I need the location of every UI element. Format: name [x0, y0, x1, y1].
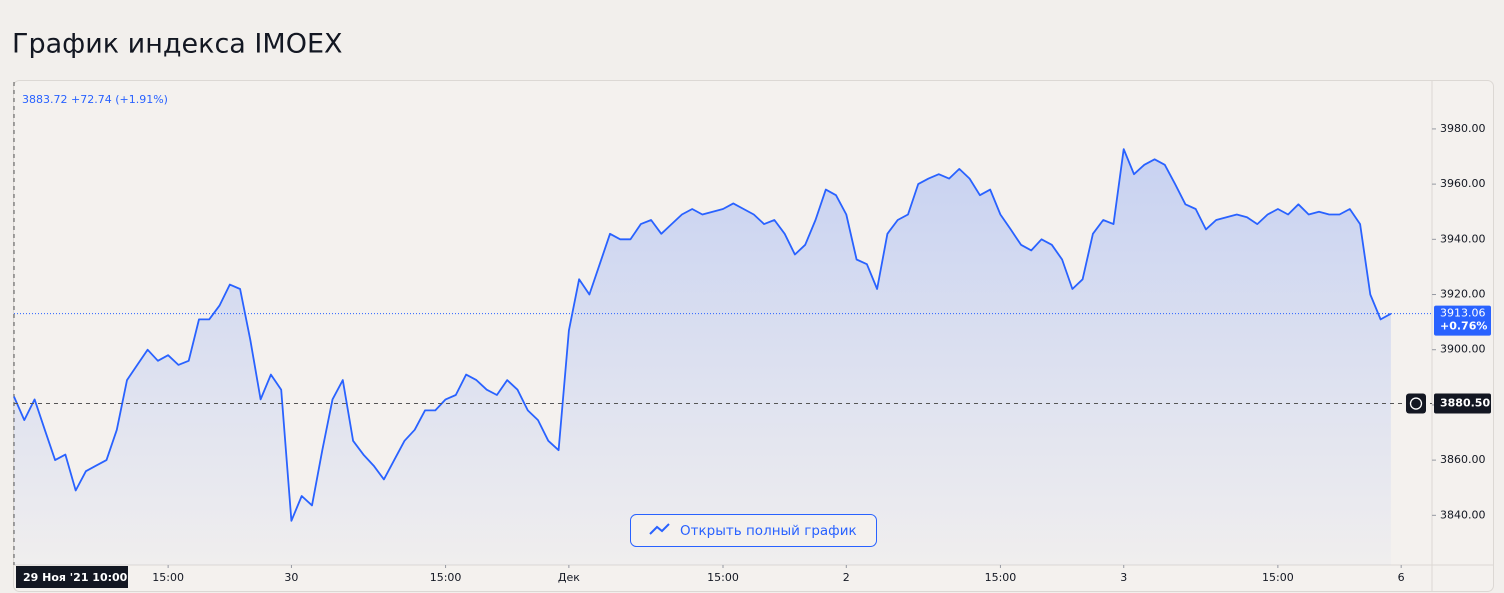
y-tick-label: 3940.00	[1440, 232, 1486, 245]
x-tick-label: 29 Ноя '21 10:00	[23, 571, 128, 584]
button-frame[interactable]	[630, 514, 877, 547]
prev-close-box	[1434, 393, 1491, 414]
x-tick-label: 15:00	[152, 571, 184, 584]
y-tick-label: 3900.00	[1440, 343, 1486, 356]
last-price-label: 3913.06	[1440, 307, 1486, 320]
last-price-box	[1434, 305, 1491, 336]
open-full-chart-button[interactable]: Открыть полный график	[630, 514, 877, 547]
prev-close-icon-box	[1406, 393, 1426, 414]
y-tick-label: 3980.00	[1440, 122, 1486, 135]
y-tick-label: 3920.00	[1440, 288, 1486, 301]
y-tick-label: 3960.00	[1440, 177, 1486, 190]
x-tick-label: 15:00	[985, 571, 1017, 584]
plot: 3840.003860.003880.003900.003920.003940.…	[13, 82, 1491, 588]
crosshair-time-box	[16, 566, 128, 588]
x-tick-label: 6	[1398, 571, 1405, 584]
x-tick-label: 30	[284, 571, 298, 584]
area	[14, 149, 1391, 565]
button-icon	[649, 523, 670, 535]
page-title: График индекса IMOEX	[12, 29, 343, 60]
x-tick-label: 15:00	[1262, 571, 1294, 584]
y-tick-label: 3860.00	[1440, 453, 1486, 466]
prev-close-icon	[1409, 397, 1423, 410]
legend: 3883.72 +72.74 (+1.91%)	[22, 93, 168, 106]
x-tick-label: 3	[1120, 571, 1127, 584]
x-tick-label: 2	[843, 571, 850, 584]
last-change-label: +0.76%	[1440, 320, 1487, 333]
y-tick-label: 3840.00	[1440, 508, 1486, 521]
price-line	[13, 148, 1392, 522]
button-label[interactable]: Открыть полный график	[680, 523, 857, 539]
x-tick-label: 15:00	[707, 571, 739, 584]
x-tick-label: 15:00	[430, 571, 462, 584]
prev-close-label: 3880.50	[1440, 397, 1490, 410]
x-tick-label: Дек	[558, 571, 580, 584]
